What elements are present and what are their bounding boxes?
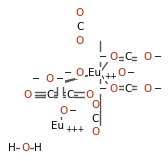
Text: ++: ++	[105, 71, 117, 80]
Text: C: C	[124, 84, 132, 94]
Text: −: −	[32, 74, 40, 84]
Text: O: O	[91, 100, 99, 110]
Text: −: −	[56, 74, 64, 84]
Text: O: O	[76, 68, 84, 78]
Text: +++: +++	[66, 126, 85, 134]
Text: Eu: Eu	[51, 121, 65, 131]
Text: C: C	[91, 114, 99, 124]
Text: O: O	[86, 90, 94, 100]
Text: O: O	[109, 84, 117, 94]
Text: −: −	[64, 68, 72, 78]
Text: O: O	[91, 127, 99, 137]
Text: H: H	[8, 143, 16, 153]
Text: −: −	[99, 84, 107, 94]
Text: O: O	[144, 52, 152, 62]
Text: C: C	[46, 90, 54, 100]
Text: −: −	[154, 84, 162, 94]
Text: O: O	[46, 74, 54, 84]
Text: O: O	[21, 143, 29, 153]
Text: C: C	[124, 52, 132, 62]
Text: O: O	[76, 36, 84, 46]
Text: O: O	[117, 68, 125, 78]
Text: O: O	[59, 106, 67, 116]
Text: O: O	[109, 52, 117, 62]
Text: C: C	[76, 22, 84, 32]
Text: O: O	[144, 84, 152, 94]
Text: O: O	[24, 90, 32, 100]
Text: H: H	[34, 143, 42, 153]
Text: O: O	[76, 8, 84, 18]
Text: Eu: Eu	[88, 68, 102, 78]
Text: C: C	[66, 90, 74, 100]
Text: −: −	[69, 106, 77, 116]
Text: −: −	[127, 68, 135, 78]
Text: −: −	[99, 52, 107, 62]
Text: −: −	[154, 52, 162, 62]
